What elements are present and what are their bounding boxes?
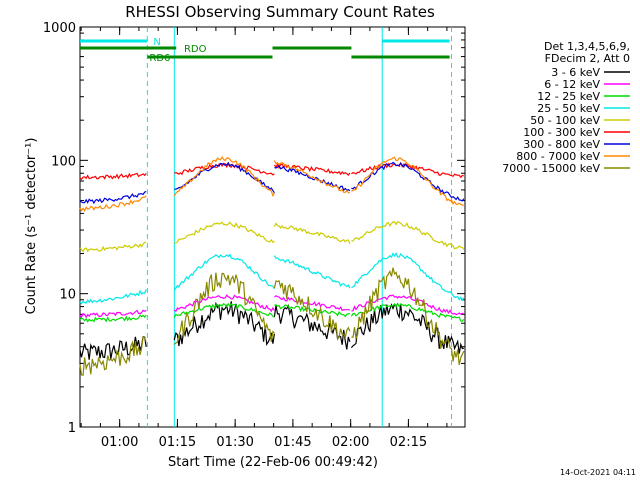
- flag-label: RD6: [149, 53, 170, 64]
- series-line-7: [174, 161, 275, 194]
- timestamp: 14-Oct-2021 04:11: [560, 468, 636, 477]
- series-line-9: [79, 335, 147, 376]
- x-tick-label: 01:00: [101, 435, 138, 450]
- legend-label: 7000 - 15000 keV: [502, 162, 600, 175]
- series-line-5: [174, 221, 275, 244]
- series-line-8: [351, 156, 464, 206]
- series-line-1: [79, 335, 147, 360]
- series-line-5: [351, 221, 465, 250]
- series-line-4: [173, 253, 275, 291]
- series-line-1: [173, 301, 275, 347]
- x-tick-label: 02:15: [390, 435, 427, 450]
- flag-label: N: [153, 37, 160, 48]
- series-line-2: [274, 295, 350, 312]
- legend-label: 25 - 50 keV: [537, 102, 600, 115]
- series-line-8: [79, 195, 147, 212]
- chart-title: RHESSI Observing Summary Count Rates: [125, 3, 435, 21]
- x-tick-label: 01:45: [274, 435, 311, 450]
- series-line-6: [273, 162, 351, 177]
- legend-label: 12 - 25 keV: [537, 90, 600, 103]
- series-line-8: [173, 155, 275, 198]
- y-axis: 1 10 100 1000: [43, 21, 465, 436]
- series-line-4: [273, 255, 351, 289]
- series-line-3: [350, 302, 465, 322]
- y-axis-label: Count Rate (s⁻¹ detector⁻¹): [24, 138, 39, 315]
- legend-label: 3 - 6 keV: [551, 66, 600, 79]
- series-line-5: [79, 241, 147, 253]
- series-lines: [79, 155, 465, 376]
- legend-label: 6 - 12 keV: [544, 78, 600, 91]
- plot-frame: [79, 26, 466, 428]
- series-line-8: [273, 160, 350, 194]
- x-tick-label: 01:15: [159, 435, 196, 450]
- series-line-9: [351, 267, 465, 366]
- legend-label: 800 - 7000 keV: [516, 150, 600, 163]
- legend-header-line-2: FDecim 2, Att 0: [545, 52, 630, 65]
- y-tick-label: 10: [59, 288, 76, 303]
- series-line-6: [174, 162, 275, 176]
- flag-bars: N RDO RD6: [80, 37, 450, 64]
- legend-label: 100 - 300 keV: [523, 126, 600, 139]
- series-line-2: [79, 309, 147, 319]
- series-line-1: [350, 303, 464, 354]
- series-line-6: [351, 161, 464, 179]
- legend-header-line-1: Det 1,3,4,5,6,9,: [544, 40, 630, 53]
- series-line-5: [273, 222, 351, 244]
- legend-label: 300 - 800 keV: [523, 138, 600, 151]
- series-line-4: [351, 252, 465, 302]
- series-line-3: [173, 302, 275, 318]
- series-line-6: [79, 172, 147, 181]
- series-line-9: [273, 279, 351, 341]
- series-line-4: [79, 289, 147, 305]
- y-tick-label: 100: [51, 154, 76, 169]
- series-line-7: [79, 190, 147, 205]
- y-tick-label: 1: [68, 421, 76, 436]
- x-tick-label: 01:30: [216, 435, 253, 450]
- x-axis-label: Start Time (22-Feb-06 00:49:42): [168, 455, 378, 470]
- orbit-boundary-lines: [146, 27, 453, 427]
- series-line-7: [351, 161, 465, 202]
- series-line-9: [173, 272, 275, 345]
- flag-label: RDO: [184, 44, 207, 55]
- series-line-2: [173, 294, 275, 313]
- series-line-3: [274, 304, 350, 318]
- x-axis: 01:00 01:15 01:30 01:45 02:00 02:15: [80, 27, 448, 450]
- y-tick-label: 1000: [43, 21, 76, 36]
- legend-label: 50 - 100 keV: [530, 114, 600, 127]
- x-tick-label: 02:00: [332, 435, 369, 450]
- series-line-3: [79, 314, 147, 323]
